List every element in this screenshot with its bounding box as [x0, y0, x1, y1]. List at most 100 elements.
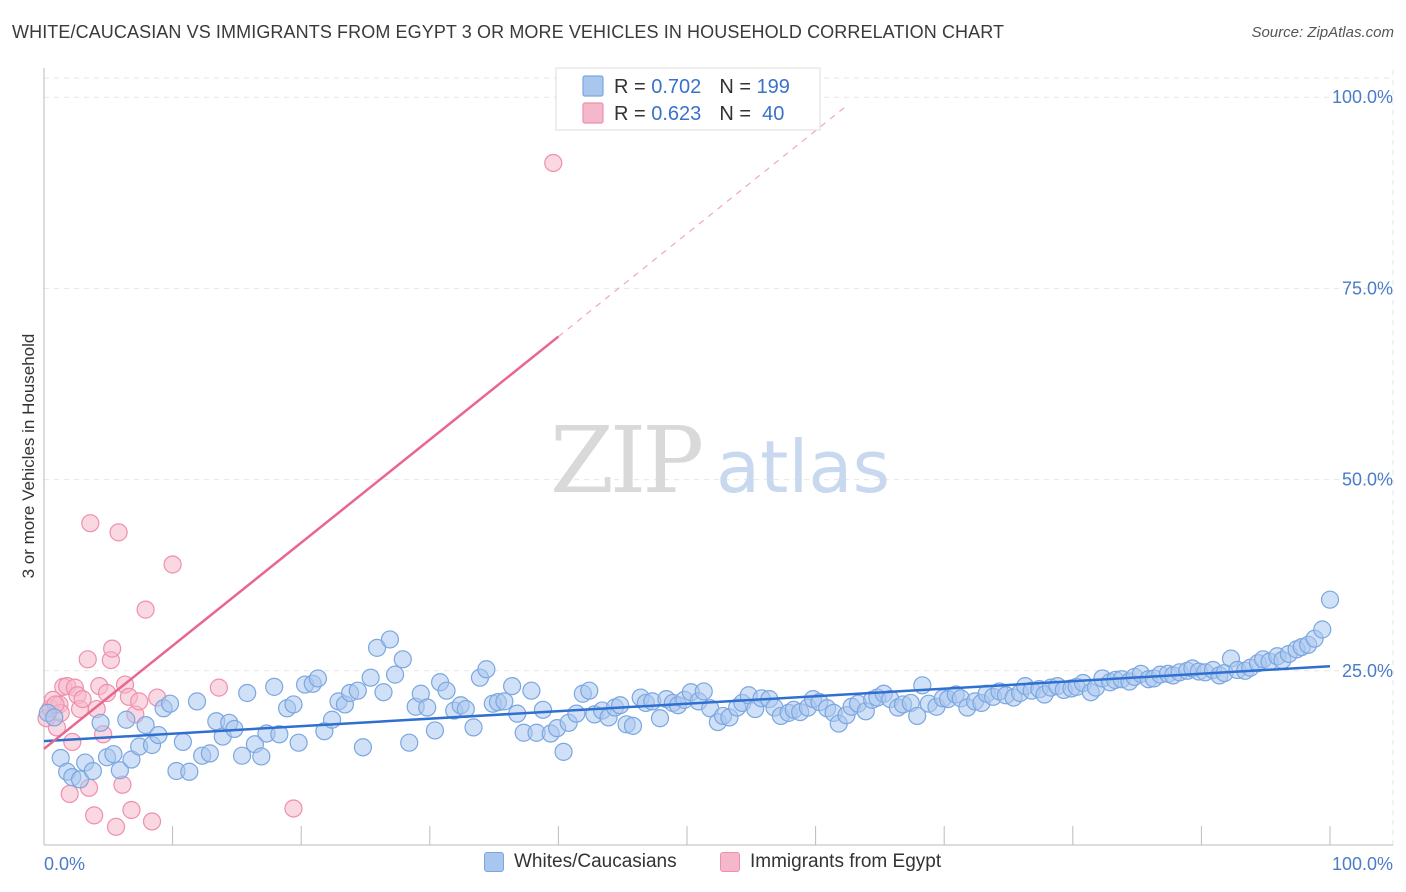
point-whites: [374, 683, 393, 702]
point-whites: [70, 770, 90, 789]
point-egypt: [78, 650, 97, 669]
point-whites: [136, 716, 155, 735]
point-whites: [650, 709, 670, 728]
point-whites: [289, 733, 308, 752]
point-egypt: [136, 600, 155, 619]
point-whites: [1320, 590, 1340, 609]
point-egypt: [109, 523, 128, 542]
point-egypt: [544, 153, 563, 173]
y-tick-label: 100.0%: [1332, 87, 1393, 107]
point-whites: [554, 742, 573, 761]
legend-n-label: N =: [719, 103, 756, 125]
source-label: Source: ZipAtlas.com: [1251, 24, 1394, 41]
point-whites: [348, 681, 367, 700]
point-whites: [45, 708, 64, 727]
point-whites: [495, 692, 514, 711]
point-whites: [270, 725, 289, 744]
legend-r-label: R =: [614, 103, 651, 125]
point-whites: [567, 704, 586, 723]
trend-line-egypt: [43, 335, 560, 750]
point-egypt: [103, 639, 122, 658]
point-whites: [522, 681, 541, 700]
point-whites: [393, 650, 412, 669]
point-whites: [200, 744, 219, 763]
chart-title: WHITE/CAUCASIAN VS IMMIGRANTS FROM EGYPT…: [12, 22, 1005, 42]
point-egypt: [122, 800, 141, 820]
y-tick-label: 50.0%: [1342, 470, 1393, 490]
y-tick-labels: 25.0% 50.0% 75.0% 100.0%: [1332, 87, 1393, 681]
x-tick-label-min: 0.0%: [44, 854, 85, 874]
point-whites: [83, 761, 102, 781]
point-whites: [425, 721, 445, 740]
y-tick-label: 75.0%: [1342, 278, 1393, 298]
point-whites: [437, 681, 456, 700]
legend-row-egypt: R = 0.623 N = 40: [614, 103, 784, 125]
point-whites: [694, 682, 713, 701]
point-whites: [385, 665, 405, 684]
point-whites: [380, 630, 400, 649]
point-egypt: [63, 732, 82, 752]
trend-lines: [43, 104, 1331, 750]
point-whites: [308, 669, 328, 688]
point-whites: [284, 695, 303, 714]
legend: R = 0.702 N = 199 R = 0.623 N = 40: [555, 67, 821, 131]
point-whites: [400, 733, 419, 752]
point-whites: [173, 732, 192, 752]
point-egypt: [163, 555, 182, 574]
point-egypt: [130, 692, 149, 711]
bottom-legend-swatch-egypt: [720, 852, 740, 872]
point-whites: [232, 746, 252, 765]
point-whites: [238, 683, 257, 703]
point-whites: [580, 681, 599, 700]
legend-r-label: R =: [614, 76, 651, 98]
bottom-legend-swatch-whites: [484, 852, 504, 872]
watermark-zip: ZIP: [550, 407, 701, 514]
point-whites: [252, 747, 271, 766]
point-whites: [353, 738, 373, 757]
point-whites: [91, 713, 110, 732]
trend-line-egypt-extension: [558, 104, 849, 338]
point-whites: [1313, 620, 1332, 639]
watermark: ZIP atlas: [550, 407, 890, 514]
bottom-legend-label-whites: Whites/Caucasians: [514, 851, 677, 872]
bottom-legend-item-egypt: Immigrants from Egypt: [720, 851, 941, 873]
point-egypt: [209, 678, 228, 697]
point-whites: [117, 710, 136, 729]
point-whites: [477, 660, 496, 679]
point-whites: [533, 700, 553, 719]
point-whites: [503, 676, 522, 696]
trend-line-whites: [43, 664, 1331, 743]
point-egypt: [60, 784, 79, 804]
point-whites: [160, 694, 180, 713]
point-egypt: [81, 514, 100, 533]
point-egypt: [85, 806, 104, 825]
legend-n-value: 199: [757, 76, 790, 98]
point-egypt: [284, 799, 303, 818]
watermark-atlas: atlas: [716, 425, 890, 509]
point-egypt: [106, 817, 126, 836]
data-points: [37, 153, 1340, 836]
point-whites: [104, 745, 123, 764]
bottom-legend: Whites/Caucasians Immigrants from Egypt: [0, 851, 1406, 881]
point-whites: [611, 696, 630, 715]
point-whites: [367, 638, 387, 657]
point-whites: [908, 706, 927, 726]
point-whites: [110, 761, 129, 780]
point-whites: [418, 698, 437, 717]
point-egypt: [73, 689, 92, 709]
point-whites: [464, 718, 483, 737]
legend-r-value: 0.702: [651, 76, 701, 98]
legend-swatch-egypt: [582, 102, 604, 124]
point-whites: [265, 677, 284, 696]
legend-n-label: N =: [719, 76, 756, 98]
point-whites: [361, 668, 380, 687]
point-whites: [180, 762, 199, 781]
point-whites: [623, 716, 643, 735]
point-egypt: [142, 812, 162, 831]
y-tick-label: 25.0%: [1342, 661, 1393, 681]
bottom-legend-label-egypt: Immigrants from Egypt: [750, 851, 942, 872]
x-tick-label-max: 100.0%: [1332, 854, 1393, 874]
bottom-legend-item-whites: Whites/Caucasians: [484, 851, 677, 873]
legend-swatch-whites: [582, 75, 604, 97]
